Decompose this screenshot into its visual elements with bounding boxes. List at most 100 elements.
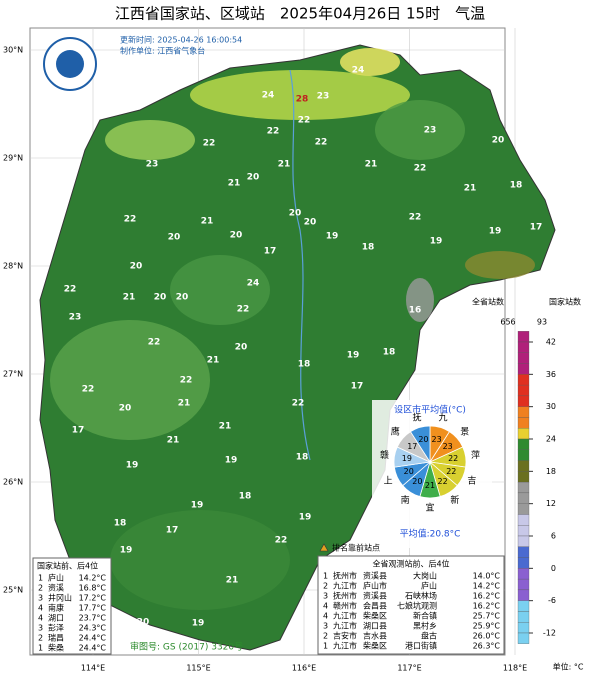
- station-temperature: 24: [262, 91, 275, 101]
- cool-area: [465, 251, 535, 279]
- colorbar-segment: [517, 525, 530, 537]
- table-cell: 26.0°C: [473, 632, 501, 641]
- legend-marker-icon: [319, 543, 329, 552]
- table-cell: 16.8°C: [79, 584, 107, 593]
- pie-city: 鹰: [391, 425, 400, 437]
- station-temperature: 21: [167, 436, 180, 446]
- colorbar-segment: [517, 589, 530, 601]
- colorbar-segment: [517, 428, 530, 440]
- table-cell: 吉安市: [333, 631, 357, 641]
- table-cell: 3: [323, 592, 328, 601]
- station-temperature: 20: [154, 293, 167, 303]
- table-cell: 港口街镇: [405, 641, 437, 651]
- station-temperature: 22: [148, 338, 161, 348]
- mid-area: [50, 320, 210, 440]
- table-cell: 九江市: [333, 621, 357, 631]
- station-temperature: 22: [267, 127, 280, 137]
- colorbar-segment: [517, 395, 530, 407]
- colorbar-segment: [517, 557, 530, 569]
- station-temperature: 21: [123, 293, 136, 303]
- table-title: 国家站前、后4位: [37, 561, 98, 571]
- table-cell: 24.4°C: [79, 634, 107, 643]
- table-cell: 柴桑区: [363, 641, 387, 651]
- pie-title: 设区市平均值(°C): [394, 404, 466, 416]
- table-cell: 新合镇: [413, 611, 437, 621]
- station-temperature: 23: [69, 313, 82, 323]
- station-temperature: 19: [126, 461, 139, 471]
- colorbar: 42 36 30 24 18 12 6 0 -6 -12 全省站数 国家站数 656 93 单位: °C: [472, 297, 584, 672]
- pie-value: 17: [407, 442, 417, 451]
- colorbar-label: 12: [546, 499, 556, 508]
- station-temperature: 20: [168, 233, 181, 243]
- colorbar-segment: [517, 600, 530, 612]
- mid-area: [375, 100, 465, 160]
- station-temperature: 18: [239, 492, 252, 502]
- colorbar-label: -6: [548, 596, 556, 605]
- station-temperature: 18: [510, 181, 523, 191]
- station-temperature: 22: [298, 116, 311, 126]
- colorbar-segment: [517, 384, 530, 397]
- lat-label: 25°N: [3, 586, 23, 595]
- lon-label: 117°E: [397, 664, 421, 673]
- lon-label: 115°E: [186, 664, 210, 673]
- table-cell: 九江市: [333, 641, 357, 651]
- table-cell: 4: [38, 614, 43, 623]
- station-temperature: 22: [124, 215, 137, 225]
- table-cell: 大岗山: [413, 571, 437, 581]
- national-count: 93: [537, 318, 547, 327]
- table-cell: 湖口县: [363, 622, 387, 631]
- table-cell: 4: [323, 612, 328, 621]
- colorbar-label: 24: [546, 435, 556, 444]
- national-table-box: [32, 557, 112, 655]
- pie-value: 20: [418, 435, 428, 444]
- pie-city: 南: [401, 494, 410, 506]
- pie-city: 新: [450, 494, 459, 506]
- station-temperature: 17: [166, 526, 179, 536]
- table-cell: 瑞昌: [48, 633, 64, 643]
- table-cell: 柴桑区: [363, 611, 387, 621]
- table-cell: 会昌县: [363, 601, 387, 611]
- river: [289, 69, 311, 461]
- station-temperature: 22: [292, 399, 305, 409]
- pie-value: 22: [448, 454, 458, 463]
- lat-label: 30°N: [3, 46, 23, 55]
- station-temperature: 18: [298, 360, 311, 370]
- table-cell: 2: [38, 584, 43, 593]
- station-temperature: 17: [264, 247, 277, 257]
- table-cell: 盘古: [421, 631, 437, 641]
- national-header: 国家站数: [549, 297, 581, 307]
- pie-average: 平均值:20.8°C: [400, 528, 461, 540]
- station-temperature: 19: [225, 456, 238, 466]
- station-temperature: 17: [530, 223, 543, 233]
- colorbar-segment: [517, 471, 530, 483]
- colorbar-segment: [517, 481, 530, 494]
- table-cell: 资溪: [48, 583, 64, 593]
- colorbar-segment: [517, 374, 530, 386]
- colorbar-label: 18: [546, 467, 556, 476]
- colorbar-segment: [517, 568, 530, 580]
- station-temperature: 19: [347, 351, 360, 361]
- pie-city: 宜: [425, 502, 434, 514]
- station-temperature: 18: [114, 519, 127, 529]
- colorbar-segment: [517, 406, 530, 418]
- station-temperature: 23: [424, 126, 437, 136]
- colorbar-segment: [517, 460, 530, 472]
- table-cell: 17.7°C: [79, 604, 107, 613]
- station-temperature: 21: [365, 160, 378, 170]
- colorbar-segment: [517, 535, 530, 547]
- pie-city: 萍: [471, 450, 480, 461]
- pie-value: 23: [431, 435, 441, 444]
- station-temperature: 21: [201, 217, 214, 227]
- warm-area: [105, 120, 195, 160]
- station-temperature: 22: [275, 536, 288, 546]
- station-temperature: 21: [207, 356, 220, 366]
- table-cell: 4: [323, 602, 328, 611]
- table-cell: 3: [38, 624, 43, 633]
- station-temperature: 19: [489, 227, 502, 237]
- station-temperature: 24: [352, 66, 365, 76]
- station-temperature: 20: [230, 231, 243, 241]
- pie-city: 景: [460, 426, 469, 437]
- table-cell: 柴桑: [48, 643, 64, 653]
- station-temperature: 19: [120, 546, 133, 556]
- pie-city: 抚: [413, 411, 422, 423]
